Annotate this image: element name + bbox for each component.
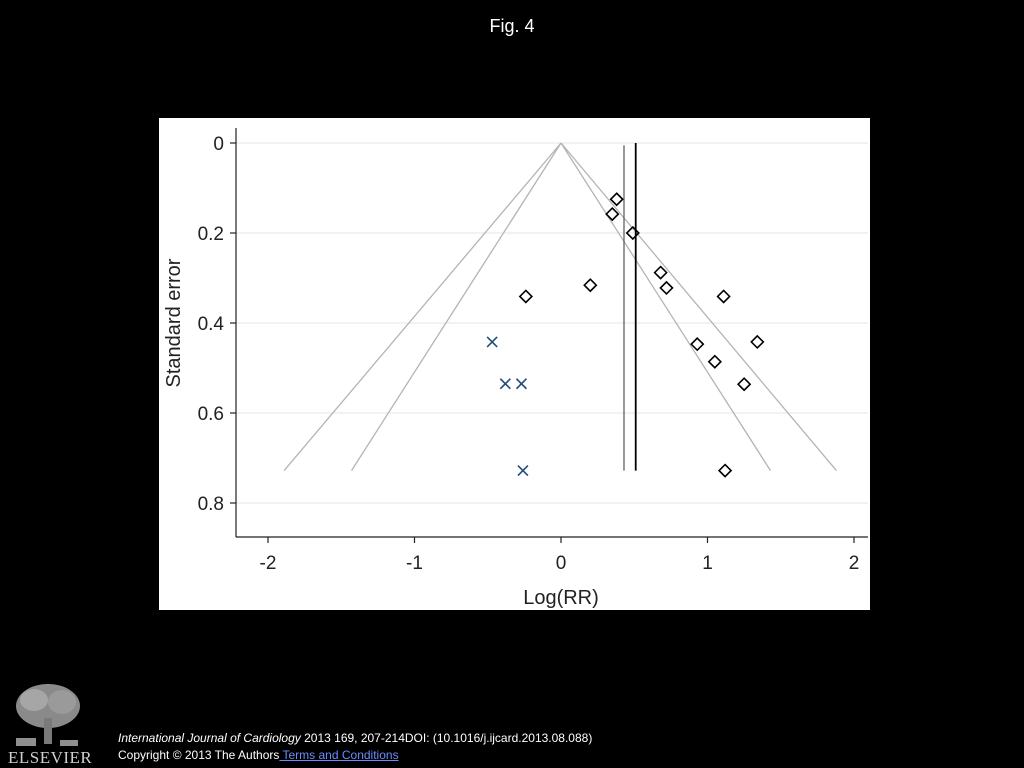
pooled-estimate-lines <box>623 143 637 471</box>
diamond-marker <box>716 289 731 304</box>
citation: International Journal of Cardiology 2013… <box>118 731 592 745</box>
y-tick-label: 0.8 <box>198 494 224 515</box>
funnel-inner-line <box>350 142 562 471</box>
x-marker-stroke <box>515 378 528 390</box>
x-marker-stroke <box>499 378 511 390</box>
funnel-outer-line <box>283 142 562 472</box>
diamond-marker <box>605 206 620 222</box>
axes: 0 0.2 0.4 0.6 0.8 -2 -1 0 1 2 <box>198 128 868 574</box>
x-marker-stroke <box>486 336 498 348</box>
x-tick-label: -2 <box>260 553 277 574</box>
x-tick-label: 2 <box>849 553 860 574</box>
x-marker <box>486 336 498 348</box>
citation-journal: International Journal of Cardiology <box>118 731 301 745</box>
x-axis-label: Log(RR) <box>523 587 599 609</box>
funnel-inner-line <box>560 142 772 471</box>
y-tick-label: 0.6 <box>198 404 224 425</box>
diamond-marker <box>518 289 533 304</box>
figure-title: Fig. 4 <box>489 16 535 36</box>
citation-details: 2013 169, 207-214DOI: (10.1016/j.ijcard.… <box>300 731 593 745</box>
y-axis-label: Standard error <box>163 258 185 387</box>
publisher-logo-text: ELSEVIER <box>8 748 93 767</box>
x-tick-label: 1 <box>702 553 713 574</box>
data-markers <box>486 192 765 478</box>
y-tick-label: 0.2 <box>198 224 224 245</box>
y-tick-label: 0 <box>213 134 224 155</box>
y-tick-label: 0.4 <box>198 314 225 335</box>
terms-link[interactable]: Terms and Conditions <box>279 748 399 762</box>
elsevier-tree-logo <box>16 684 80 746</box>
diamond-marker <box>659 280 674 296</box>
diamond-marker <box>609 192 624 207</box>
diamond-marker <box>653 265 668 280</box>
copyright: Copyright © 2013 The Authors Terms and C… <box>118 748 399 762</box>
diamond-marker <box>707 354 722 369</box>
x-tick-label: -1 <box>406 553 423 574</box>
x-marker <box>515 378 528 390</box>
diamond-marker <box>736 377 752 392</box>
diamond-marker <box>583 278 598 293</box>
x-marker <box>517 465 529 477</box>
grid-lines <box>236 142 868 504</box>
diamond-marker <box>625 225 640 241</box>
funnel-lines <box>283 142 837 472</box>
diamond-marker <box>690 337 705 352</box>
x-marker-stroke <box>517 465 529 477</box>
funnel-outer-line <box>560 142 837 472</box>
diamond-marker <box>717 463 733 478</box>
copyright-text: Copyright © 2013 The Authors <box>118 748 280 762</box>
diamond-marker <box>750 334 765 350</box>
x-tick-label: 0 <box>556 553 567 574</box>
plot-area <box>159 118 870 610</box>
x-marker <box>499 378 511 390</box>
